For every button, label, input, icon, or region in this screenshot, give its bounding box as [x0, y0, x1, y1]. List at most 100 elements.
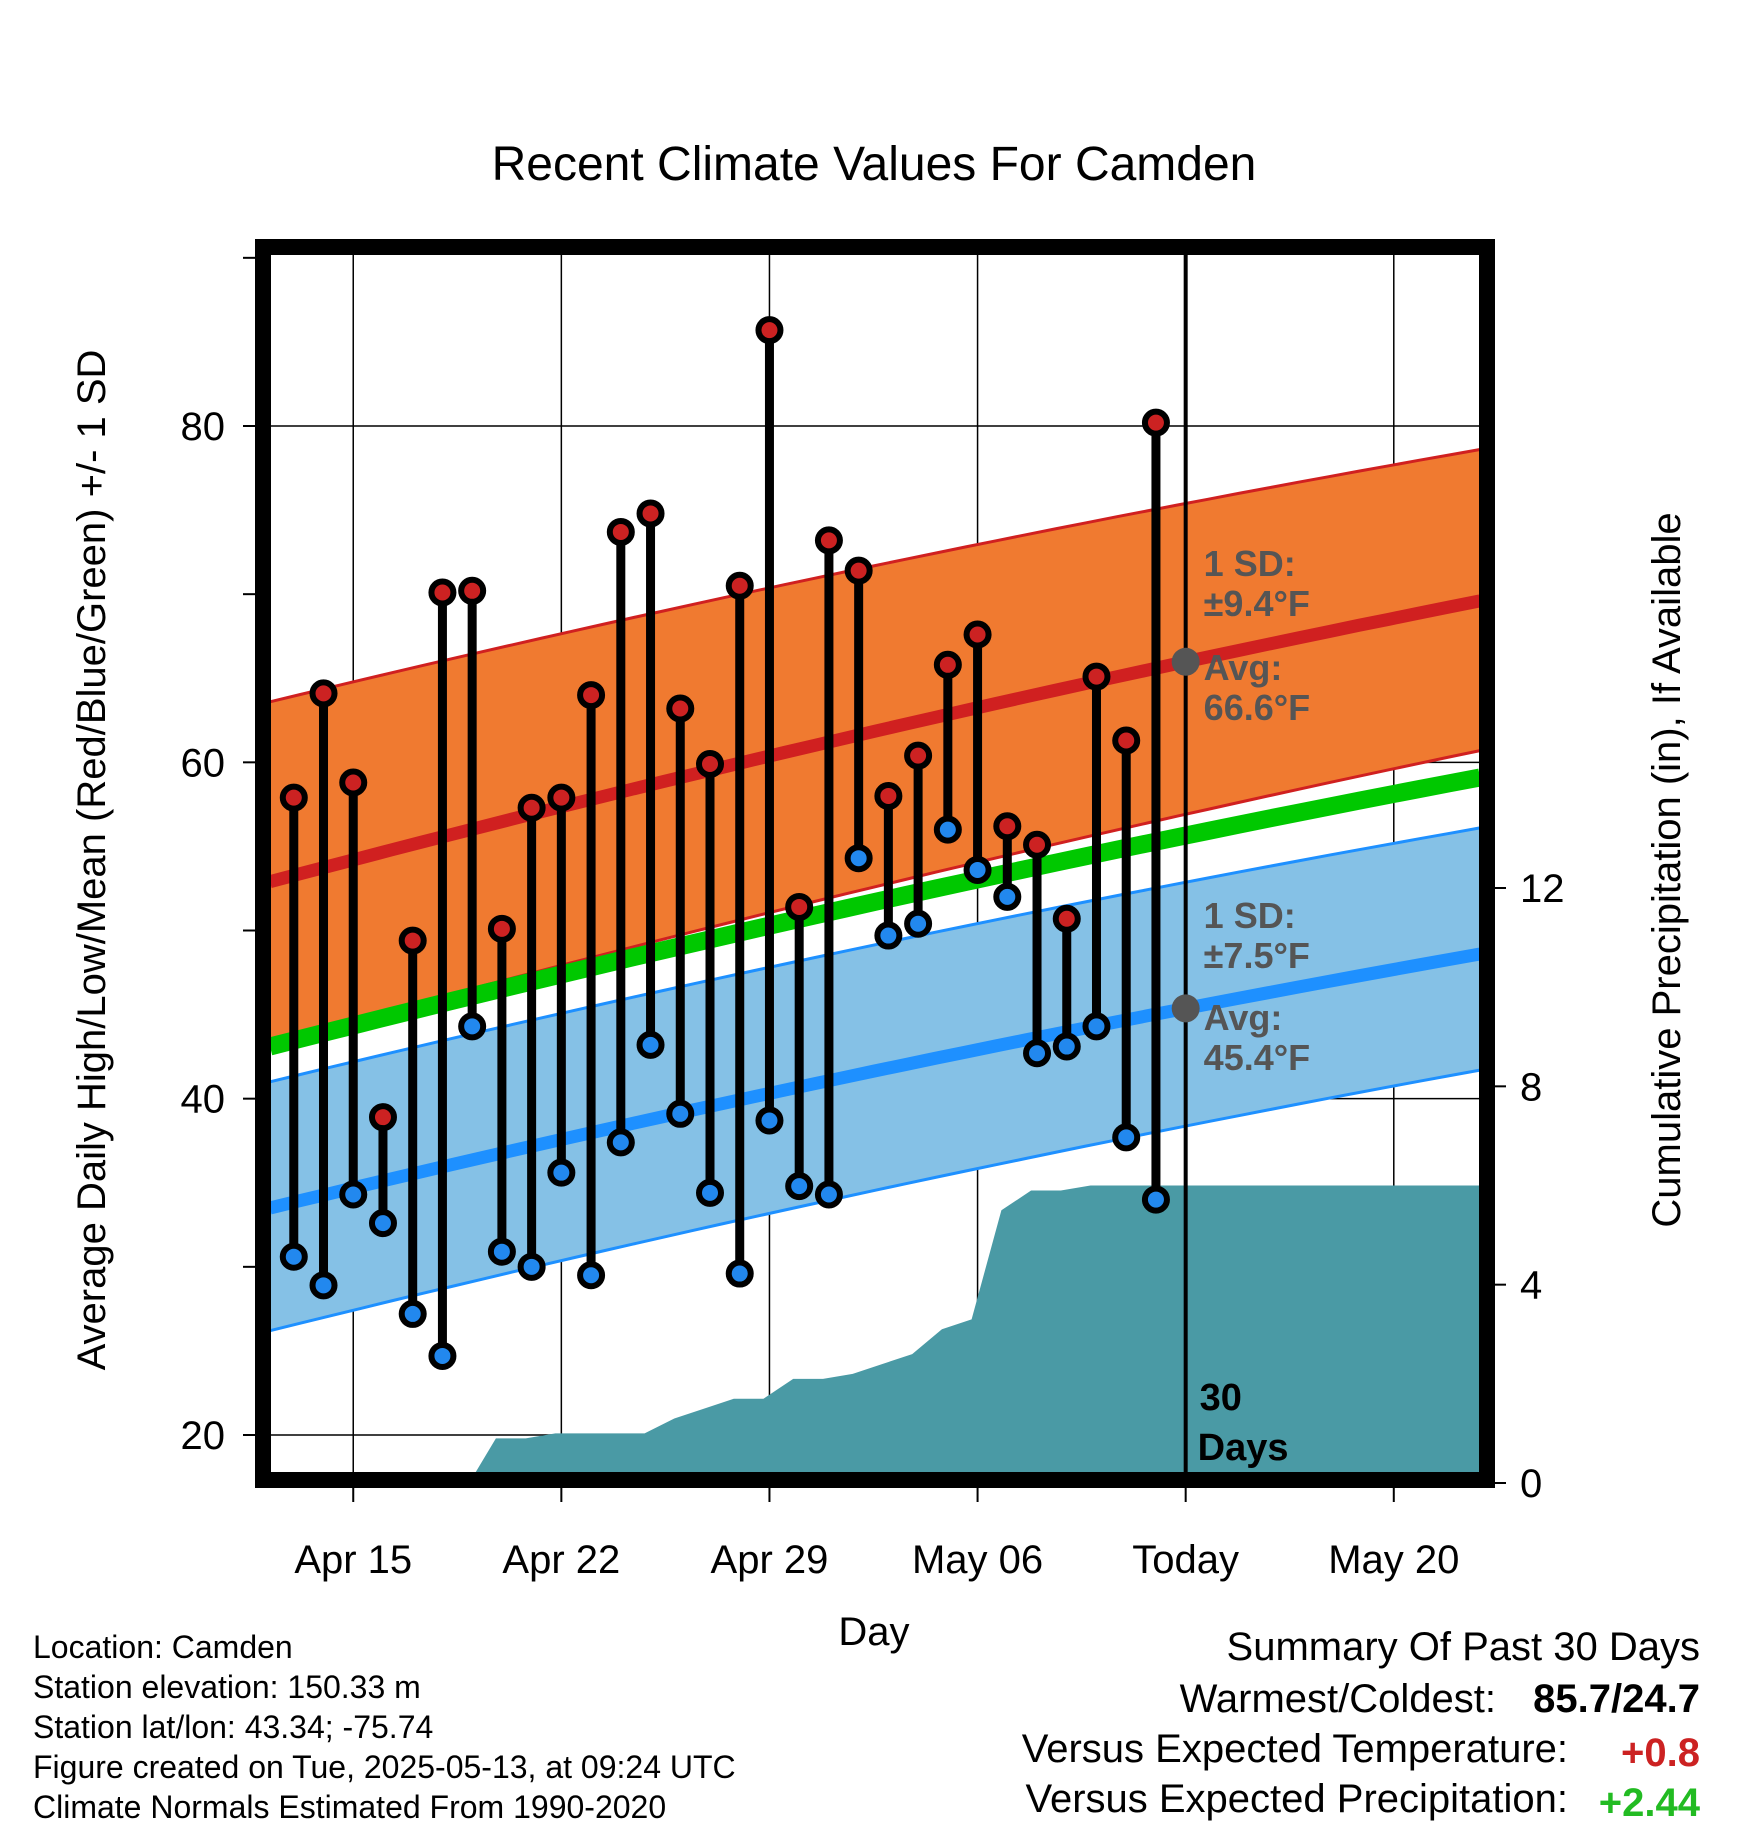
daily-high-point: [1052, 904, 1081, 933]
station-info: Location: Camden Station elevation: 150.…: [33, 1629, 736, 1825]
daily-low-point: [755, 1106, 784, 1135]
daily-high-point: [368, 1103, 397, 1132]
daily-high-point: [755, 316, 784, 345]
daily-high-point: [547, 783, 576, 812]
summary-precip-value: +2.44: [1599, 1781, 1701, 1825]
high-sd-annotation-line-2: ±9.4°F: [1204, 583, 1310, 624]
daily-high-point: [1112, 726, 1141, 755]
footer-latlon: Station lat/lon: 43.34; -75.74: [33, 1709, 433, 1745]
daily-high-point: [309, 679, 338, 708]
daily-high-point: [814, 526, 843, 555]
plot-border: [255, 239, 1495, 1488]
y-tick-label: 20: [181, 1414, 226, 1458]
daily-low-point: [904, 909, 933, 938]
daily-low-point: [428, 1341, 457, 1370]
daily-low-point: [1141, 1185, 1170, 1214]
y2-tick-label: 8: [1520, 1065, 1542, 1109]
plot-frame: [255, 239, 1495, 1488]
daily-high-point: [904, 741, 933, 770]
footer-elevation: Station elevation: 150.33 m: [33, 1669, 421, 1705]
today-label-number: 30: [1200, 1377, 1242, 1419]
daily-low-point: [458, 1012, 487, 1041]
climate-normal-bands: [267, 448, 1482, 1333]
low-mean-line: [268, 947, 1482, 1215]
daily-high-point: [517, 793, 546, 822]
daily-low-point: [398, 1299, 427, 1328]
daily-low-point: [933, 815, 962, 844]
y-tick-label: 60: [181, 741, 226, 785]
summary-temp-value: +0.8: [1621, 1731, 1700, 1775]
daily-low-point: [874, 921, 903, 950]
low-sd-annotation-line-2: ±7.5°F: [1204, 935, 1310, 976]
daily-low-point: [577, 1261, 606, 1290]
daily-low-point: [1082, 1012, 1111, 1041]
x-tick-label: Apr 22: [502, 1538, 620, 1582]
high-avg-annotation-line-1: Avg:: [1204, 647, 1283, 688]
daily-high-point: [933, 650, 962, 679]
daily-low-point: [487, 1237, 516, 1266]
daily-low-point: [1052, 1032, 1081, 1061]
daily-low-point: [368, 1209, 397, 1238]
daily-high-point: [963, 620, 992, 649]
daily-low-point: [666, 1099, 695, 1128]
daily-high-point: [458, 576, 487, 605]
summary-warm-cold-label: Warmest/Coldest:: [1180, 1677, 1496, 1721]
daily-high-point: [279, 783, 308, 812]
daily-low-point: [1023, 1039, 1052, 1068]
daily-high-point: [725, 571, 754, 600]
daily-low-point: [547, 1158, 576, 1187]
daily-low-point: [339, 1180, 368, 1209]
daily-high-point: [696, 750, 724, 779]
y2-tick-label: 4: [1520, 1264, 1542, 1308]
low-avg-dot: [1171, 994, 1200, 1023]
summary-temp-label: Versus Expected Temperature:: [1022, 1727, 1568, 1771]
daily-high-point: [398, 926, 427, 955]
y2-tick-label: 0: [1520, 1462, 1542, 1506]
axes: 20 40 60 80 0 4 8 12 Apr 15 Apr 22 Apr 29 May 06 Tod…: [181, 256, 1565, 1582]
daily-high-point: [785, 892, 814, 921]
daily-low-point: [636, 1030, 665, 1059]
daily-high-point: [1023, 830, 1052, 859]
precipitation-area: [270, 1185, 1480, 1483]
daily-high-point: [1141, 408, 1170, 437]
daily-low-point: [696, 1178, 724, 1207]
daily-low-point: [309, 1271, 338, 1300]
x-axis-label: Day: [838, 1610, 909, 1654]
daily-low-point: [785, 1172, 814, 1201]
daily-high-point: [1082, 662, 1111, 691]
summary-title: Summary Of Past 30 Days: [1227, 1625, 1700, 1669]
y2-axis-label: Cumulative Precipitation (in), If Availa…: [1645, 512, 1689, 1227]
daily-high-point: [487, 914, 516, 943]
low-sd-lower-line: [269, 1068, 1481, 1333]
low-avg-annotation-line-1: Avg:: [1204, 997, 1283, 1038]
high-sd-band: [270, 449, 1480, 1044]
low-avg-annotation-line-2: 45.4°F: [1204, 1037, 1310, 1078]
daily-low-point: [279, 1242, 308, 1271]
daily-low-point: [963, 855, 992, 884]
y2-tick-label: 12: [1520, 867, 1565, 911]
chart-title: Recent Climate Values For Camden: [492, 138, 1257, 191]
high-avg-dot: [1171, 647, 1200, 676]
footer-created: Figure created on Tue, 2025-05-13, at 09…: [33, 1749, 736, 1785]
today-label-days: Days: [1198, 1427, 1289, 1469]
daily-low-point: [606, 1128, 635, 1157]
x-tick-label: May 06: [912, 1538, 1043, 1582]
daily-high-point: [606, 517, 635, 546]
x-tick-label: Today: [1132, 1538, 1239, 1582]
summary-warm-cold-value: 85.7/24.7: [1533, 1677, 1700, 1721]
y-tick-label: 40: [181, 1078, 226, 1122]
daily-low-point: [993, 882, 1022, 911]
daily-low-point: [725, 1259, 754, 1288]
low-sd-annotation-line-1: 1 SD:: [1204, 895, 1296, 936]
footer-normals: Climate Normals Estimated From 1990-2020: [33, 1789, 666, 1825]
x-tick-label: May 20: [1328, 1538, 1459, 1582]
daily-low-point: [844, 844, 873, 873]
daily-high-point: [844, 556, 873, 585]
daily-high-point: [874, 781, 903, 810]
daily-temperature-marks: [279, 316, 1170, 1370]
summary-precip-label: Versus Expected Precipitation:: [1025, 1777, 1568, 1821]
daily-low-point: [1112, 1123, 1141, 1152]
low-sd-band: [270, 827, 1480, 1331]
